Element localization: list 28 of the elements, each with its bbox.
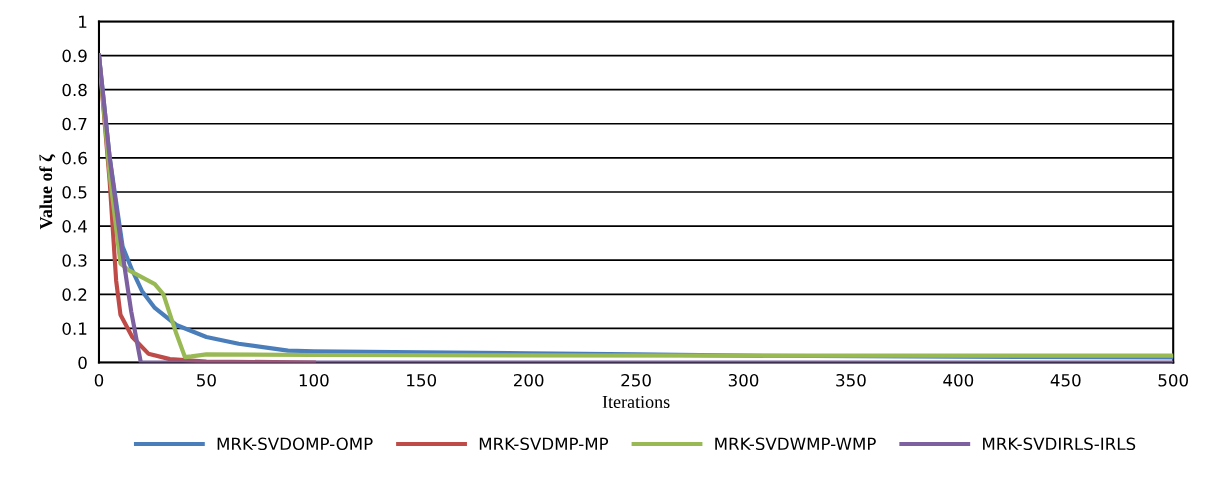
x-tick-label: 350 bbox=[836, 373, 866, 387]
y-tick-label: 0 bbox=[78, 356, 87, 370]
legend-label: MRK-SVDWMP-WMP bbox=[715, 437, 876, 451]
y-tick-label: 0.5 bbox=[62, 185, 87, 199]
x-axis-title: Iterations bbox=[602, 395, 670, 409]
y-tick-label: 0.9 bbox=[62, 49, 87, 63]
x-tick-label: 300 bbox=[728, 373, 759, 387]
x-tick-label: 150 bbox=[407, 373, 437, 387]
x-tick-label: 100 bbox=[299, 373, 329, 387]
y-tick-label: 0.1 bbox=[62, 322, 87, 335]
y-tick-label: 0.6 bbox=[62, 151, 87, 165]
x-tick-label: 50 bbox=[197, 373, 216, 387]
x-tick-label: 500 bbox=[1158, 373, 1188, 387]
x-tick-label: 200 bbox=[513, 373, 544, 387]
y-axis-title: Value of ζ bbox=[39, 154, 56, 230]
x-tick-label: 400 bbox=[943, 373, 974, 387]
y-tick-label: 0.4 bbox=[62, 220, 87, 233]
y-tick-label: 0.7 bbox=[62, 117, 87, 131]
legend-label: MRK-SVDMP-MP bbox=[479, 437, 609, 451]
y-tick-label: 0.8 bbox=[62, 83, 87, 97]
y-tick-label: 1 bbox=[79, 15, 87, 28]
x-tick-label: 0 bbox=[94, 373, 104, 387]
x-tick-label: 250 bbox=[621, 373, 651, 387]
legend-label: MRK-SVDOMP-OMP bbox=[217, 437, 373, 451]
x-tick-label: 450 bbox=[1050, 373, 1081, 387]
y-tick-label: 0.2 bbox=[62, 288, 87, 301]
legend-label: MRK-SVDIRLS-IRLS bbox=[983, 437, 1136, 451]
y-tick-label: 0.3 bbox=[62, 254, 87, 267]
